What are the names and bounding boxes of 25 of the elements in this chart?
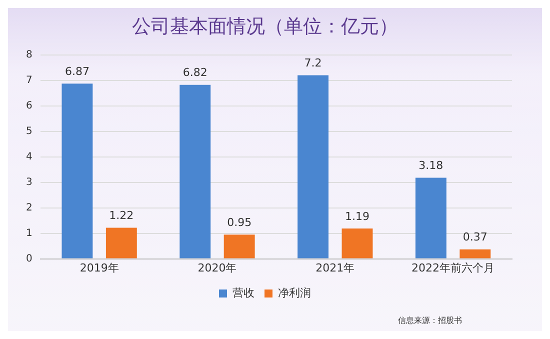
y-tick-label: 7 (26, 74, 32, 86)
text: 信息来源：招股书 (398, 316, 462, 326)
data-label: 7.2 (304, 56, 322, 70)
data-label: 1.22 (109, 209, 134, 222)
data-label: 0.37 (462, 230, 488, 244)
y-tick-label: 6 (26, 100, 32, 112)
data-label: 6.87 (64, 64, 90, 78)
data-label: 1.19 (344, 210, 370, 223)
y-tick-label: 4 (26, 151, 32, 162)
data-label: 6.82 (182, 66, 208, 80)
data-label: 3.18 (418, 159, 444, 172)
y-tick-label: 2 (26, 202, 32, 214)
data-label: 0.95 (227, 216, 252, 229)
y-tick-label: 5 (26, 126, 32, 137)
chart-title: 公司基本面情况（单位：亿元） (132, 15, 398, 38)
x-tick-label: 2021年 (316, 261, 355, 274)
y-tick-label: 3 (26, 176, 32, 188)
y-tick-label: 0 (26, 253, 32, 264)
x-tick-label: 2020年 (198, 261, 237, 274)
x-tick-label: 2022年前六个月 (412, 261, 495, 274)
y-tick-label: 1 (26, 228, 32, 239)
legend-label: 净利润 (278, 286, 311, 300)
legend-label: 营收 (232, 286, 254, 300)
y-tick-label: 8 (26, 49, 32, 60)
x-tick-label: 2019年 (80, 261, 119, 274)
